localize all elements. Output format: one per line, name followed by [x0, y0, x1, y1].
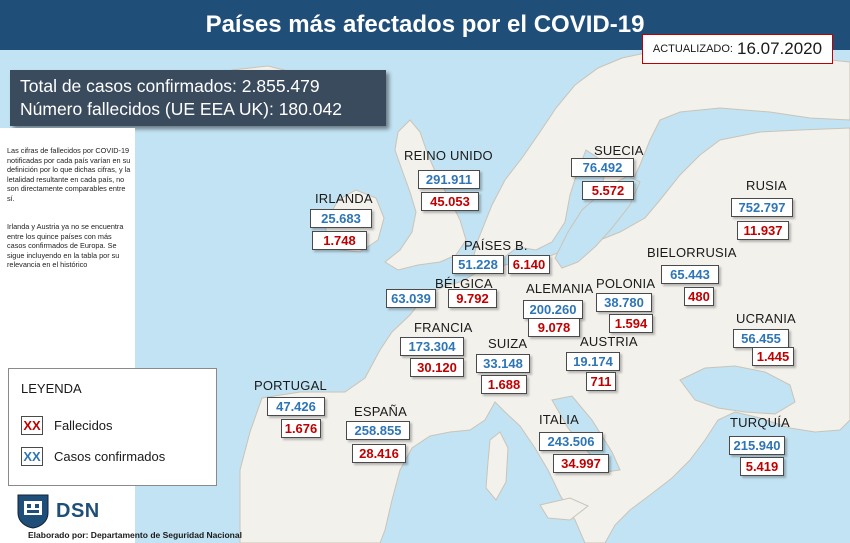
country-name-ucrania: UCRANIA — [736, 311, 796, 326]
deaths-box-paises-bajos: 6.140 — [508, 255, 550, 274]
country-name-irlanda: IRLANDA — [315, 191, 373, 206]
dsn-logo-text: DSN — [56, 500, 100, 522]
country-name-polonia: POLONIA — [596, 276, 656, 291]
cases-box-suiza: 33.148 — [476, 354, 530, 373]
deaths-box-irlanda: 1.748 — [312, 231, 367, 250]
cases-box-ucrania: 56.455 — [733, 329, 789, 348]
legend: LEYENDA XX Fallecidos XX Casos confirmad… — [8, 368, 217, 486]
landmass-sicily — [539, 497, 589, 521]
country-name-turquia: TURQUÍA — [730, 415, 790, 430]
country-name-alemania: ALEMANIA — [526, 281, 594, 296]
cases-box-portugal: 47.426 — [267, 397, 325, 416]
deaths-box-portugal: 1.676 — [281, 419, 321, 438]
landmass-scandinavia — [469, 49, 850, 271]
deaths-box-espana: 28.416 — [352, 444, 406, 463]
black-sea — [679, 365, 796, 415]
deaths-box-turquia: 5.419 — [740, 457, 784, 476]
total-deaths: Número fallecidos (UE EEA UK): 180.042 — [20, 99, 342, 119]
cases-box-polonia: 38.780 — [596, 293, 652, 312]
legend-cases-swatch: XX — [21, 447, 43, 466]
cases-box-espana: 258.855 — [346, 421, 410, 440]
deaths-box-ucrania: 1.445 — [752, 347, 794, 366]
country-name-suecia: SUECIA — [594, 143, 644, 158]
note-historic: Irlanda y Austria ya no se encuentra ent… — [7, 222, 124, 270]
legend-title: LEYENDA — [21, 381, 82, 396]
cases-box-paises-bajos: 51.228 — [452, 255, 504, 274]
cases-box-reino-unido: 291.911 — [418, 170, 480, 189]
totals-panel: Total de casos confirmados: 2.855.479 Nú… — [10, 70, 386, 126]
deaths-box-francia: 30.120 — [410, 358, 464, 377]
legend-deaths-label: Fallecidos — [54, 418, 113, 433]
note-definitions: Las cifras de fallecidos por COVID-19 no… — [7, 146, 131, 203]
updated-badge: ACTUALIZADO: 16.07.2020 — [642, 34, 833, 64]
country-name-paises-bajos: PAÍSES B. — [464, 238, 528, 253]
deaths-box-suecia: 5.572 — [582, 181, 634, 200]
legend-cases-label: Casos confirmados — [54, 449, 166, 464]
page-title: Países más afectados por el COVID-19 — [205, 11, 645, 38]
dsn-shield-icon — [17, 494, 49, 529]
cases-box-alemania: 200.260 — [523, 300, 583, 319]
country-name-espana: ESPAÑA — [354, 404, 407, 419]
cases-box-irlanda: 25.683 — [310, 209, 372, 228]
cases-box-austria: 19.174 — [566, 352, 620, 371]
deaths-box-belgica: 9.792 — [448, 289, 497, 308]
country-name-rusia: RUSIA — [746, 178, 787, 193]
cases-box-turquia: 215.940 — [729, 436, 785, 455]
country-name-italia: ITALIA — [539, 412, 579, 427]
deaths-box-italia: 34.997 — [553, 454, 609, 473]
deaths-box-bielorrusia: 480 — [684, 287, 714, 306]
country-name-portugal: PORTUGAL — [254, 378, 327, 393]
deaths-box-austria: 711 — [586, 372, 616, 391]
country-name-reino-unido: REINO UNIDO — [404, 148, 493, 163]
deaths-box-rusia: 11.937 — [737, 221, 789, 240]
updated-label: ACTUALIZADO: — [652, 43, 733, 55]
cases-box-belgica: 63.039 — [386, 289, 436, 308]
cases-box-francia: 173.304 — [400, 337, 464, 356]
deaths-box-suiza: 1.688 — [481, 375, 527, 394]
country-name-suiza: SUIZA — [488, 336, 528, 351]
deaths-box-alemania: 9.078 — [528, 318, 580, 337]
updated-date: 16.07.2020 — [736, 39, 823, 58]
cases-box-italia: 243.506 — [539, 432, 603, 451]
country-name-belgica: BÉLGICA — [435, 276, 493, 291]
cases-box-rusia: 752.797 — [731, 198, 793, 217]
deaths-box-reino-unido: 45.053 — [421, 192, 479, 211]
landmass-corsica-sardinia — [485, 431, 509, 501]
deaths-box-polonia: 1.594 — [609, 314, 653, 333]
country-name-austria: AUSTRIA — [580, 334, 638, 349]
cases-box-suecia: 76.492 — [571, 158, 634, 177]
legend-deaths-swatch: XX — [21, 416, 43, 435]
country-name-francia: FRANCIA — [414, 320, 473, 335]
country-name-bielorrusia: BIELORRUSIA — [647, 245, 737, 260]
credit-line: Elaborado por: Departamento de Seguridad… — [28, 530, 242, 540]
total-cases: Total de casos confirmados: 2.855.479 — [20, 76, 320, 96]
cases-box-bielorrusia: 65.443 — [661, 265, 719, 284]
